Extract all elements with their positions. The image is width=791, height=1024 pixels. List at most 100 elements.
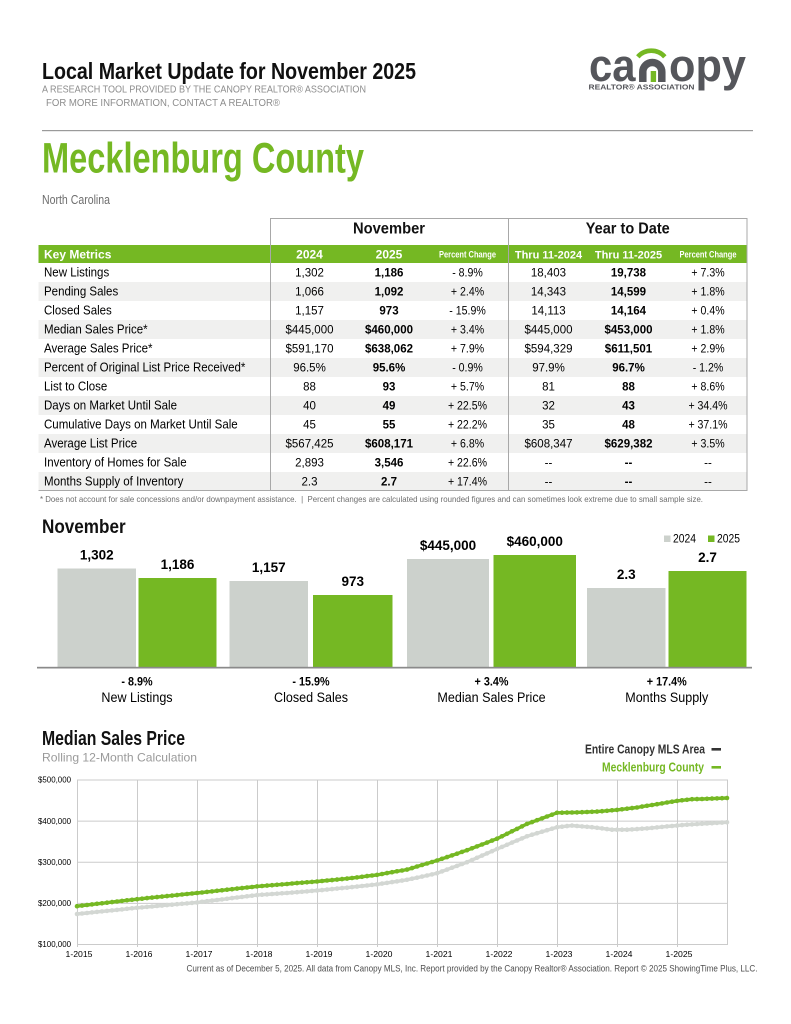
svg-text:$638,062: $638,062	[365, 344, 413, 356]
svg-text:--: --	[625, 458, 633, 470]
svg-text:$594,329: $594,329	[525, 344, 573, 356]
svg-text:Mecklenburg County: Mecklenburg County	[602, 761, 704, 775]
svg-text:+ 2.9%: + 2.9%	[691, 344, 724, 356]
svg-text:--: --	[545, 458, 553, 470]
svg-text:+ 17.4%: + 17.4%	[448, 477, 487, 489]
svg-text:1-2016: 1-2016	[126, 949, 153, 959]
svg-text:1-2024: 1-2024	[606, 949, 633, 959]
svg-text:2025: 2025	[376, 248, 403, 262]
svg-text:2024: 2024	[296, 248, 323, 262]
svg-text:14,599: 14,599	[611, 287, 646, 299]
svg-text:Pending Sales: Pending Sales	[44, 285, 118, 299]
svg-text:+ 0.4%: + 0.4%	[691, 306, 724, 318]
svg-text:43: 43	[622, 401, 635, 413]
svg-text:+ 22.5%: + 22.5%	[448, 401, 487, 413]
svg-text:40: 40	[303, 401, 316, 413]
svg-text:1-2017: 1-2017	[186, 949, 213, 959]
svg-text:973: 973	[341, 574, 364, 589]
svg-text:2.7: 2.7	[381, 477, 397, 489]
svg-text:FOR MORE INFORMATION, CONTACT: FOR MORE INFORMATION, CONTACT A REALTOR®	[46, 97, 280, 109]
svg-text:1,092: 1,092	[375, 287, 404, 299]
svg-text:2025: 2025	[717, 534, 740, 546]
svg-text:Closed Sales: Closed Sales	[44, 304, 112, 318]
svg-text:$445,000: $445,000	[286, 325, 334, 337]
svg-text:Percent Change: Percent Change	[680, 250, 737, 260]
svg-text:45: 45	[303, 420, 316, 432]
svg-text:A RESEARCH TOOL PROVIDED BY TH: A RESEARCH TOOL PROVIDED BY THE CANOPY R…	[42, 84, 366, 96]
svg-text:1,302: 1,302	[80, 548, 114, 563]
svg-text:Average List Price: Average List Price	[44, 437, 137, 451]
svg-text:+ 37.1%: + 37.1%	[688, 420, 727, 432]
svg-text:1-2025: 1-2025	[666, 949, 693, 959]
svg-text:55: 55	[383, 420, 396, 432]
svg-text:REALTOR® ASSOCIATION: REALTOR® ASSOCIATION	[589, 83, 695, 92]
svg-text:Year to Date: Year to Date	[586, 221, 670, 238]
svg-text:$460,000: $460,000	[365, 325, 413, 337]
svg-text:$591,170: $591,170	[286, 344, 334, 356]
svg-text:$608,171: $608,171	[365, 439, 414, 451]
svg-text:Median Sales Price: Median Sales Price	[437, 690, 545, 705]
svg-text:--: --	[704, 458, 712, 470]
svg-text:$611,501: $611,501	[605, 344, 653, 356]
svg-text:48: 48	[622, 420, 635, 432]
svg-text:Rolling 12-Month Calculation: Rolling 12-Month Calculation	[42, 751, 197, 765]
svg-text:1-2021: 1-2021	[426, 949, 453, 959]
svg-text:14,343: 14,343	[531, 287, 566, 299]
svg-text:Average Sales Price*: Average Sales Price*	[44, 342, 153, 356]
svg-text:1,186: 1,186	[161, 557, 195, 572]
svg-text:19,738: 19,738	[611, 268, 647, 280]
svg-text:95.6%: 95.6%	[373, 363, 406, 375]
svg-text:$608,347: $608,347	[525, 439, 573, 451]
svg-text:$500,000: $500,000	[38, 775, 71, 785]
svg-text:+ 6.8%: + 6.8%	[451, 439, 484, 451]
svg-text:Cumulative Days on Market Unti: Cumulative Days on Market Until Sale	[44, 418, 238, 432]
svg-text:$629,382: $629,382	[605, 439, 653, 451]
svg-text:North Carolina: North Carolina	[42, 192, 111, 207]
svg-text:3,546: 3,546	[375, 458, 404, 470]
svg-text:New Listings: New Listings	[44, 266, 109, 280]
svg-text:ca: ca	[589, 40, 636, 91]
svg-text:18,403: 18,403	[531, 268, 566, 280]
svg-text:1,186: 1,186	[375, 268, 404, 280]
svg-text:+ 3.4%: + 3.4%	[475, 675, 509, 689]
svg-text:2.3: 2.3	[302, 477, 318, 489]
svg-text:--: --	[704, 477, 712, 489]
svg-text:81: 81	[542, 382, 555, 394]
svg-text:+ 17.4%: + 17.4%	[647, 675, 687, 689]
svg-text:+ 2.4%: + 2.4%	[451, 287, 484, 299]
svg-text:+ 3.5%: + 3.5%	[691, 439, 724, 451]
svg-text:$460,000: $460,000	[507, 534, 563, 549]
svg-text:1-2018: 1-2018	[246, 949, 273, 959]
svg-text:2.7: 2.7	[698, 550, 717, 565]
svg-text:14,164: 14,164	[611, 306, 647, 318]
svg-text:$445,000: $445,000	[525, 325, 573, 337]
svg-text:New Listings: New Listings	[101, 690, 172, 705]
svg-text:1,157: 1,157	[252, 560, 286, 575]
svg-text:1-2015: 1-2015	[66, 949, 93, 959]
svg-text:$300,000: $300,000	[38, 857, 71, 867]
svg-text:Inventory of Homes for Sale: Inventory of Homes for Sale	[44, 456, 187, 470]
svg-text:--: --	[625, 477, 633, 489]
svg-text:88: 88	[303, 382, 316, 394]
svg-text:35: 35	[542, 420, 555, 432]
svg-text:+ 22.2%: + 22.2%	[448, 420, 487, 432]
svg-text:Months Supply: Months Supply	[625, 690, 708, 705]
svg-text:+ 34.4%: + 34.4%	[688, 401, 727, 413]
svg-text:93: 93	[383, 382, 396, 394]
svg-text:$200,000: $200,000	[38, 898, 71, 908]
svg-text:Current as of December 5, 2025: Current as of December 5, 2025. All data…	[187, 964, 758, 974]
svg-text:$100,000: $100,000	[38, 939, 71, 949]
svg-text:96.7%: 96.7%	[612, 363, 645, 375]
svg-text:Local Market Update for Novemb: Local Market Update for November 2025	[42, 58, 416, 84]
svg-text:2,893: 2,893	[295, 458, 324, 470]
svg-text:+ 5.7%: + 5.7%	[451, 382, 484, 394]
svg-text:+ 8.6%: + 8.6%	[691, 382, 724, 394]
svg-text:List to Close: List to Close	[44, 380, 107, 394]
svg-text:Percent of Original List Price: Percent of Original List Price Received*	[44, 361, 246, 375]
svg-text:49: 49	[383, 401, 396, 413]
svg-text:+ 7.3%: + 7.3%	[691, 268, 724, 280]
svg-text:November: November	[353, 221, 425, 238]
svg-text:97.9%: 97.9%	[532, 363, 565, 375]
svg-text:* Does not account for sale co: * Does not account for sale concessions …	[40, 494, 703, 504]
svg-text:Median Sales Price: Median Sales Price	[42, 728, 185, 750]
